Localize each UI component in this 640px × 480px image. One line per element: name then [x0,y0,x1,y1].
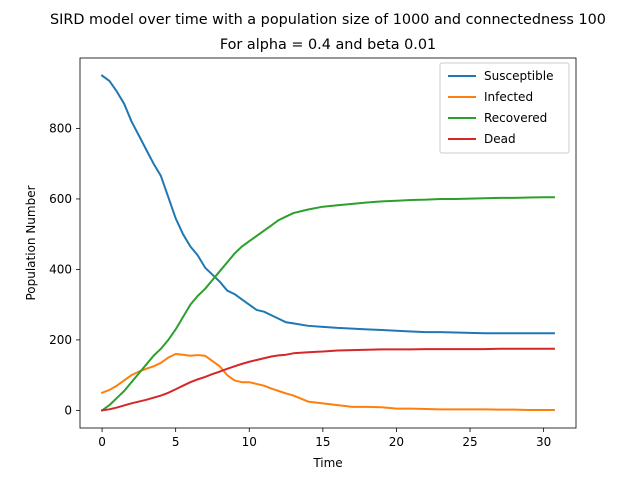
legend: Susceptible Infected Recovered Dead [439,62,570,154]
chart-subtitle: For alpha = 0.4 and beta 0.01 [220,37,436,53]
x-tick-label: 0 [98,435,106,449]
axes-frame [79,57,577,429]
y-tick-label: 200 [49,333,72,347]
x-tick-label: 25 [462,435,477,449]
legend-label-recovered: Recovered [484,111,547,125]
series-layer [100,74,555,412]
x-tick-label: 10 [242,435,257,449]
legend-label-susceptible: Susceptible [484,69,553,83]
chart-title: SIRD model over time with a population s… [50,12,606,28]
series-line-recovered [100,196,555,412]
y-axis-label: Population Number [24,185,38,300]
x-tick-label: 30 [536,435,551,449]
series-line-susceptible [100,74,555,335]
series-line-dead [100,347,555,412]
x-tick-label: 15 [315,435,330,449]
axes-layer [79,57,577,429]
x-axis-label: Time [312,456,342,470]
ticks-layer: 0 5 10 15 20 25 30 0 200 400 600 800 [49,121,551,449]
y-tick-label: 600 [49,192,72,206]
y-tick-label: 400 [49,262,72,276]
legend-box [439,62,570,154]
x-tick-label: 20 [389,435,404,449]
legend-label-infected: Infected [484,90,533,104]
y-tick-label: 800 [49,121,72,135]
legend-label-dead: Dead [484,132,516,146]
x-tick-label: 5 [172,435,180,449]
series-line-infected [100,353,555,412]
y-tick-label: 0 [64,403,72,417]
